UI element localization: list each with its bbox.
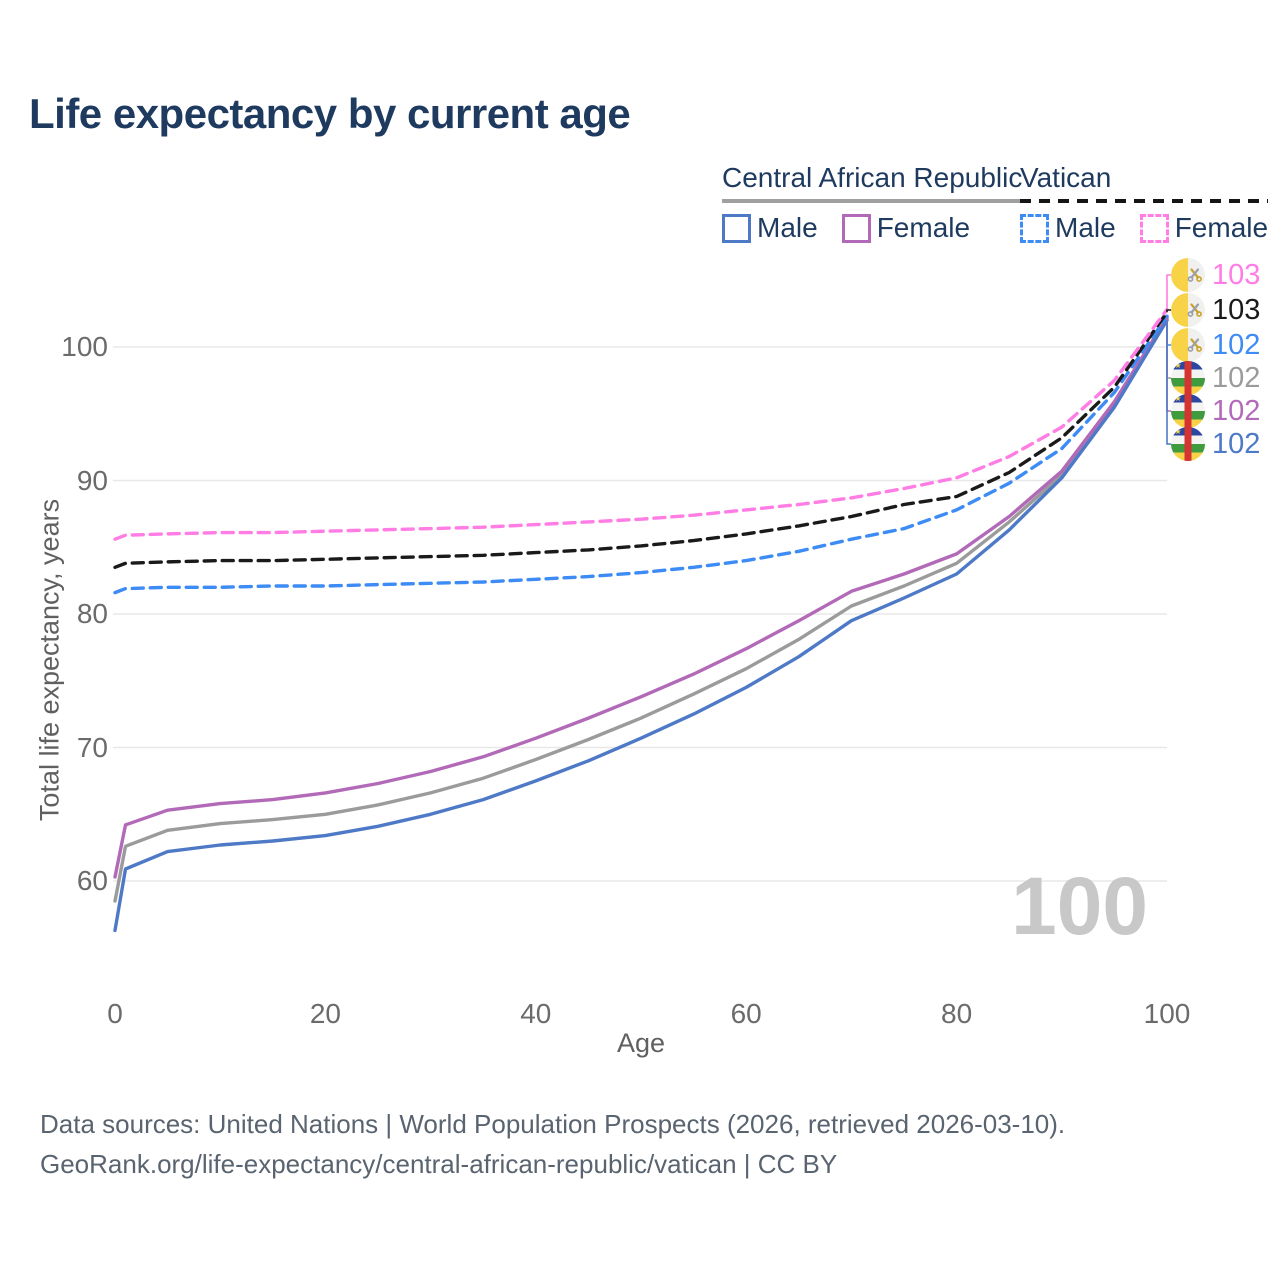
x-tick-label: 100 (1143, 998, 1191, 1029)
end-label-row: 102 (1171, 327, 1260, 363)
car-female-swatch-icon (841, 213, 871, 243)
legend-country-label: Vatican (1020, 162, 1112, 193)
x-axis-title: Age (616, 1028, 666, 1058)
y-axis-title: Total life expectancy, years (34, 498, 65, 822)
end-label-row: 102 (1171, 393, 1260, 429)
central-african-republic-flag-icon (1171, 427, 1205, 461)
legend-item-label: Female (876, 212, 971, 243)
y-tick-label: 80 (76, 598, 108, 629)
legend-item-vatican-male[interactable]: Male (1020, 212, 1116, 244)
end-value-label: 102 (1212, 328, 1261, 361)
y-tick-label: 70 (76, 731, 108, 763)
car-male-swatch-icon (722, 213, 751, 243)
end-label-row: 103 (1171, 257, 1260, 293)
legend-country-label: Central African Republic (722, 162, 1023, 193)
legend-item-car-female[interactable]: Female (841, 212, 971, 244)
footer-attribution: GeoRank.org/life-expectancy/central-afri… (40, 1149, 838, 1179)
central-african-republic-flag-icon (1171, 394, 1205, 428)
end-label-row: 103 (1171, 292, 1260, 328)
legend-item-label: Male (1055, 212, 1116, 243)
vatican-flag-icon (1171, 258, 1205, 292)
legend-item-label: Female (1174, 212, 1269, 243)
end-value-label: 102 (1212, 361, 1261, 394)
legend-item-vatican-female[interactable]: Female (1139, 212, 1269, 244)
end-value-label: 103 (1212, 293, 1261, 326)
vatican-flag-icon (1171, 328, 1205, 362)
end-value-label: 102 (1212, 427, 1261, 460)
legend-group-central-african-republic: Central African Republic Male Female (722, 162, 1023, 244)
end-label-row: 102 (1171, 360, 1260, 396)
end-value-label: 103 (1212, 258, 1261, 291)
legend-group-vatican: Vatican Male Female (1020, 162, 1269, 244)
footer: Data sources: United Nations | World Pop… (40, 1104, 1065, 1184)
x-tick-label: 60 (730, 998, 762, 1029)
y-tick-label: 60 (76, 865, 108, 896)
y-tick-label: 90 (76, 464, 108, 496)
x-tick-label: 20 (309, 998, 341, 1029)
x-tick-label: 40 (520, 998, 552, 1029)
hover-age-watermark: 100 (1011, 861, 1148, 952)
legend-dashed-line-sample (1020, 199, 1269, 203)
y-tick-label: 100 (61, 331, 108, 362)
central-african-republic-flag-icon (1171, 361, 1205, 395)
legend-item-car-male[interactable]: Male (722, 212, 818, 244)
vatican-female-swatch-icon (1139, 213, 1169, 243)
vatican-male-swatch-icon (1020, 213, 1049, 243)
x-tick-label: 80 (941, 998, 973, 1029)
x-tick-label: 0 (107, 998, 123, 1029)
footer-data-sources: Data sources: United Nations | World Pop… (40, 1109, 1066, 1139)
end-value-label: 102 (1212, 394, 1261, 427)
end-label-row: 102 (1171, 426, 1260, 462)
page-title: Life expectancy by current age (29, 90, 631, 137)
legend-item-label: Male (757, 212, 818, 243)
vatican-flag-icon (1171, 293, 1205, 327)
legend-solid-line-sample (722, 199, 1023, 203)
